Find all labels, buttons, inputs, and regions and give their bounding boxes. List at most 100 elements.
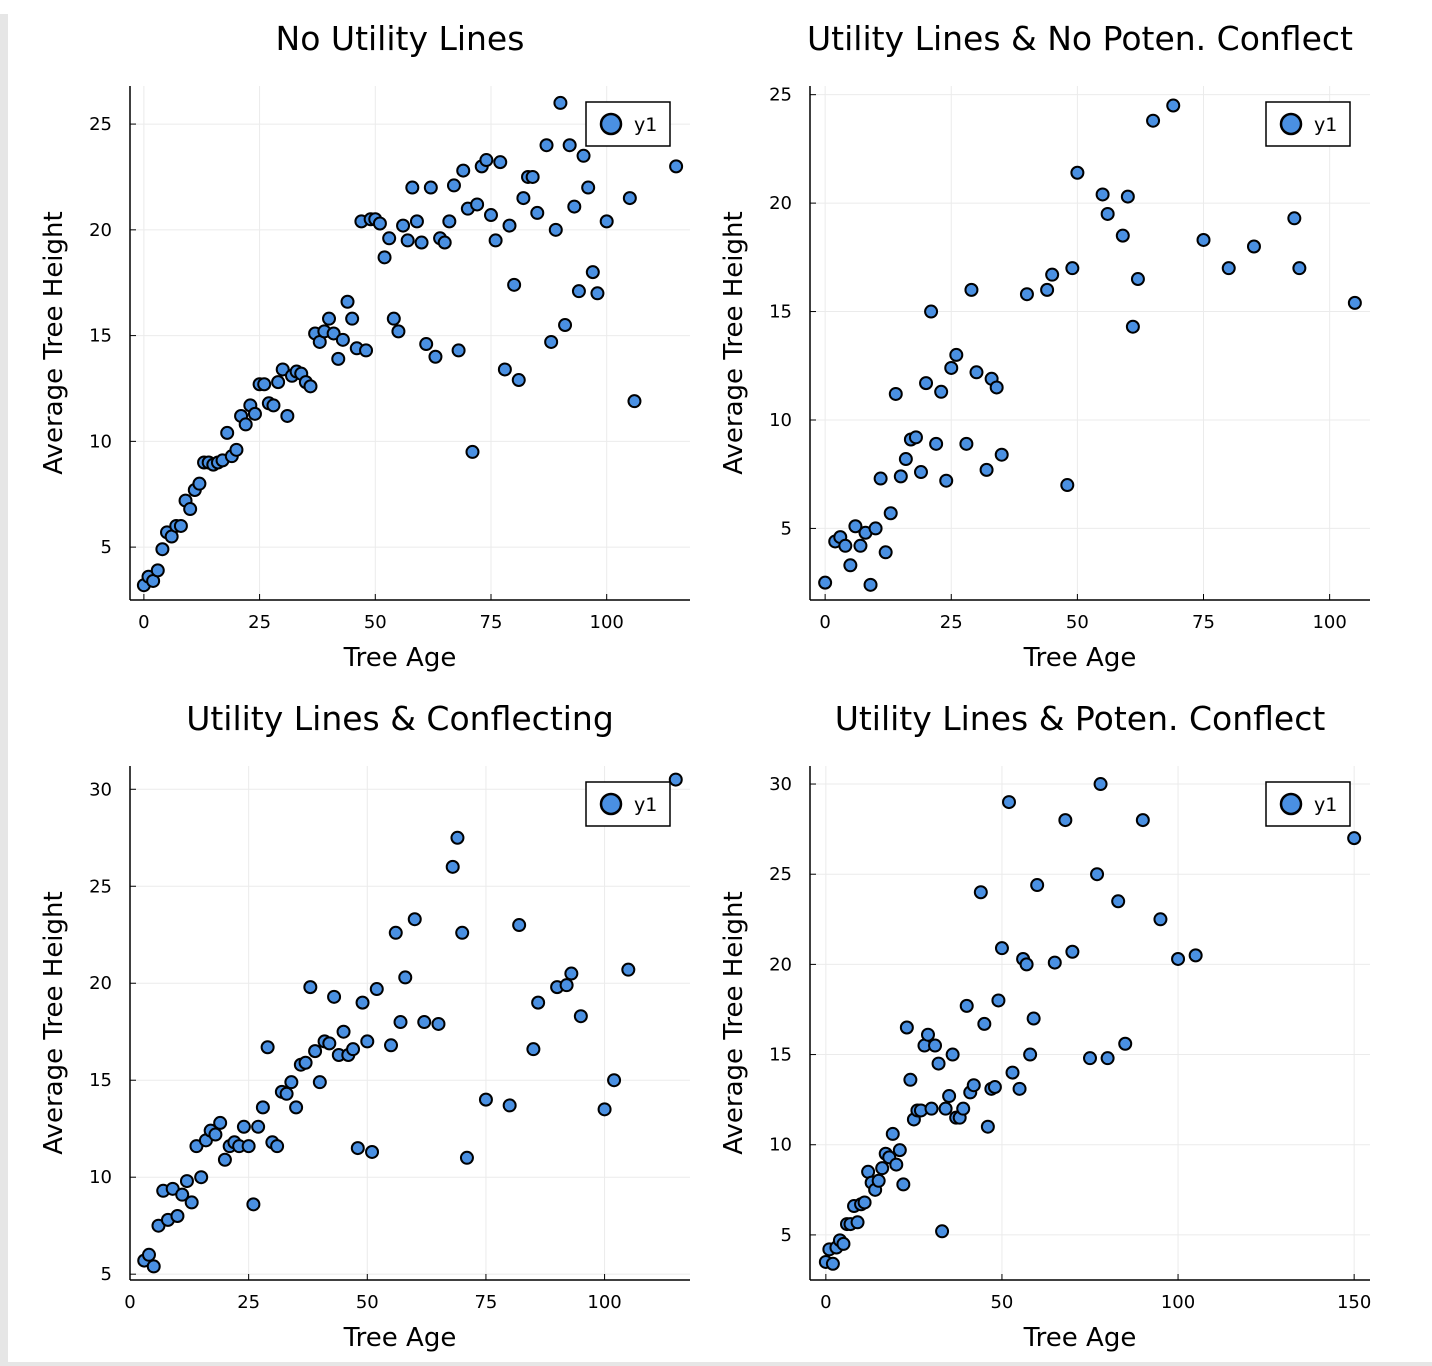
y-tick-label: 15: [89, 1070, 112, 1091]
data-point: [266, 398, 281, 413]
data-point: [863, 577, 878, 592]
data-point: [1166, 98, 1181, 113]
data-point: [1100, 1051, 1115, 1066]
y-axis-label: Average Tree Height: [39, 891, 69, 1154]
y-axis-label: Average Tree Height: [39, 211, 69, 474]
y-tick-label: 15: [89, 326, 112, 347]
data-point: [1093, 777, 1108, 792]
data-point: [327, 989, 342, 1004]
data-point: [980, 1119, 995, 1134]
data-point: [350, 1141, 365, 1156]
y-axis-label: Average Tree Height: [719, 891, 749, 1154]
data-point: [400, 233, 415, 248]
data-point: [913, 465, 928, 480]
data-point: [497, 362, 512, 377]
data-point: [488, 233, 503, 248]
data-point: [1083, 1051, 1097, 1066]
data-point: [322, 1036, 337, 1051]
data-point: [585, 265, 600, 280]
data-point: [192, 476, 207, 491]
data-point: [994, 941, 1009, 956]
data-point: [599, 214, 614, 229]
data-point: [445, 859, 460, 874]
x-axis-label: Tree Age: [343, 643, 457, 673]
data-point: [949, 347, 964, 362]
y-tick-label: 10: [89, 431, 112, 452]
data-point: [896, 1177, 911, 1192]
y-tick-label: 30: [769, 774, 792, 795]
y-tick-label: 15: [769, 302, 792, 323]
legend-marker: [1279, 792, 1303, 816]
data-point: [562, 138, 577, 153]
data-point: [442, 214, 457, 229]
data-point: [977, 1016, 992, 1031]
data-point: [929, 436, 944, 451]
data-point: [450, 830, 465, 845]
data-point: [875, 1161, 890, 1176]
data-point: [326, 326, 341, 341]
data-point: [1070, 165, 1085, 180]
data-point: [298, 1055, 313, 1070]
legend-box: [1265, 781, 1351, 827]
data-point: [934, 384, 949, 399]
data-point: [1060, 478, 1075, 493]
data-point: [512, 918, 527, 933]
legend-entry: y1: [634, 114, 657, 136]
data-point: [146, 1259, 161, 1274]
data-point: [991, 993, 1006, 1008]
data-point: [539, 138, 554, 153]
data-point: [502, 1098, 517, 1113]
data-point: [417, 1015, 432, 1030]
data-point: [173, 518, 188, 533]
data-point: [437, 235, 452, 250]
data-point: [1065, 944, 1080, 959]
panel-utility-lines-poten-conflect: 0 50 100 150 5 10 15 20 25 30 Utility Lines & Pote…: [719, 699, 1371, 1353]
data-point: [959, 436, 974, 451]
x-tick-label: 50: [1066, 612, 1089, 633]
data-point: [1030, 878, 1045, 893]
data-point: [945, 1047, 960, 1062]
data-point: [428, 349, 443, 364]
x-tick-label: 0: [124, 1292, 135, 1313]
data-point: [1005, 1065, 1020, 1080]
panel-utility-lines-no-poten-conflect: 0 25 50 75 100 5 10 15 20 25 Utility Lines & No Po…: [719, 19, 1370, 673]
data-point: [969, 365, 984, 380]
data-point: [1246, 239, 1261, 254]
data-point: [260, 1040, 275, 1055]
data-point: [857, 1195, 872, 1210]
data-point: [935, 1224, 950, 1239]
data-point: [964, 282, 979, 297]
data-point: [843, 558, 858, 573]
data-point: [597, 1102, 612, 1117]
data-point: [924, 304, 939, 319]
data-point: [942, 1089, 957, 1104]
data-point: [335, 332, 350, 347]
y-tick-label: 5: [781, 1225, 792, 1246]
data-point: [868, 521, 883, 536]
x-tick-label: 75: [1192, 612, 1215, 633]
data-point: [853, 538, 868, 553]
data-point: [431, 1016, 446, 1031]
data-point: [289, 1100, 304, 1115]
x-tick-label: 150: [1337, 1292, 1371, 1313]
data-point: [303, 980, 318, 995]
data-point: [893, 469, 908, 484]
data-point: [1058, 813, 1073, 828]
data-point: [398, 970, 413, 985]
y-axis-label: Average Tree Height: [719, 211, 749, 474]
data-point: [898, 452, 913, 467]
y-tick-label: 10: [89, 1167, 112, 1188]
data-point: [213, 1115, 228, 1130]
data-point: [1153, 912, 1168, 927]
data-point: [924, 1101, 939, 1116]
data-point: [966, 1078, 981, 1093]
data-point: [564, 966, 579, 981]
data-point: [372, 216, 387, 231]
data-point: [275, 362, 290, 377]
y-tick-label: 25: [769, 864, 792, 885]
y-tick-label: 20: [769, 193, 792, 214]
x-tick-label: 0: [138, 612, 149, 633]
data-point: [1001, 795, 1016, 810]
x-tick-label: 25: [237, 1292, 260, 1313]
panel-no-utility-lines: 0 25 50 75 100 5 10 15 20 25 No Utility Lines Tree …: [39, 19, 690, 673]
